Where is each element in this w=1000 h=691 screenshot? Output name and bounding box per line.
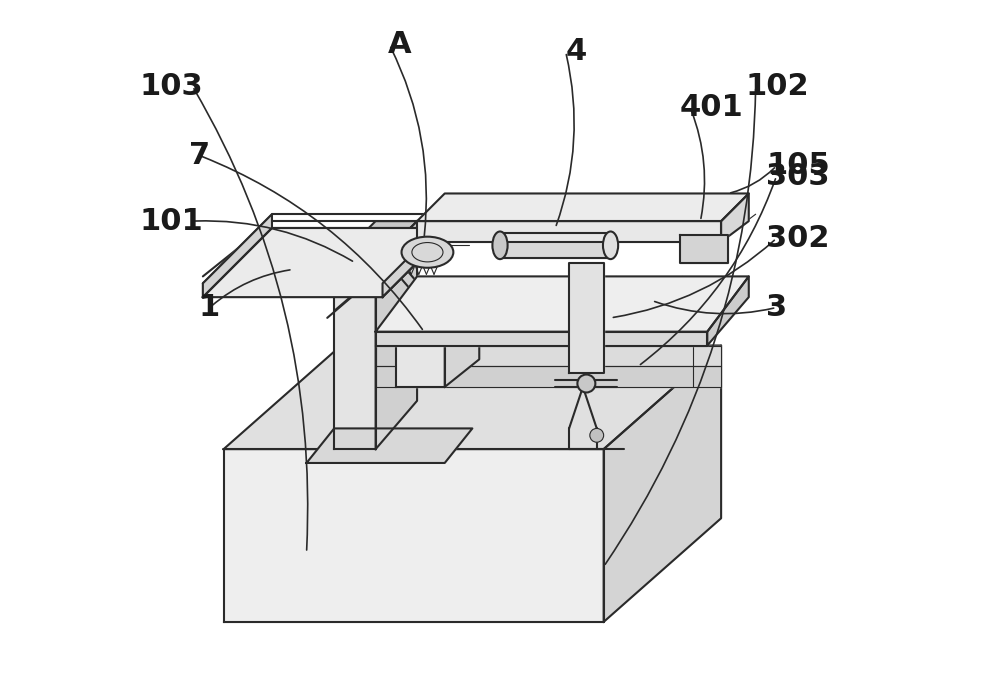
- Text: 7: 7: [189, 141, 210, 170]
- Polygon shape: [396, 290, 479, 318]
- Polygon shape: [604, 346, 721, 622]
- Text: 303: 303: [766, 162, 830, 191]
- Polygon shape: [376, 276, 749, 332]
- Polygon shape: [203, 214, 272, 297]
- Polygon shape: [500, 233, 611, 258]
- Polygon shape: [376, 332, 707, 346]
- Text: 401: 401: [680, 93, 743, 122]
- Polygon shape: [396, 318, 445, 387]
- Polygon shape: [707, 276, 749, 346]
- Text: 4: 4: [565, 37, 587, 66]
- Text: 101: 101: [139, 207, 203, 236]
- Polygon shape: [417, 193, 749, 221]
- Ellipse shape: [603, 231, 618, 259]
- Text: 105: 105: [766, 151, 830, 180]
- Text: 1: 1: [199, 293, 220, 322]
- Polygon shape: [721, 193, 749, 242]
- Polygon shape: [417, 221, 721, 242]
- Polygon shape: [376, 221, 417, 449]
- Polygon shape: [569, 263, 604, 373]
- Polygon shape: [383, 214, 452, 297]
- Text: 3: 3: [766, 293, 787, 322]
- Polygon shape: [224, 346, 721, 449]
- Ellipse shape: [492, 231, 508, 259]
- Ellipse shape: [402, 236, 453, 268]
- Polygon shape: [334, 221, 417, 263]
- Polygon shape: [680, 235, 728, 263]
- Polygon shape: [376, 366, 721, 387]
- Polygon shape: [307, 428, 472, 463]
- Text: 302: 302: [766, 224, 830, 253]
- Polygon shape: [224, 449, 604, 622]
- Polygon shape: [334, 263, 376, 449]
- Text: 103: 103: [139, 72, 203, 101]
- Polygon shape: [445, 290, 479, 387]
- Polygon shape: [376, 346, 721, 366]
- Polygon shape: [203, 228, 452, 297]
- Text: 102: 102: [745, 72, 809, 101]
- Circle shape: [590, 428, 604, 442]
- Circle shape: [577, 375, 595, 392]
- Text: A: A: [388, 30, 412, 59]
